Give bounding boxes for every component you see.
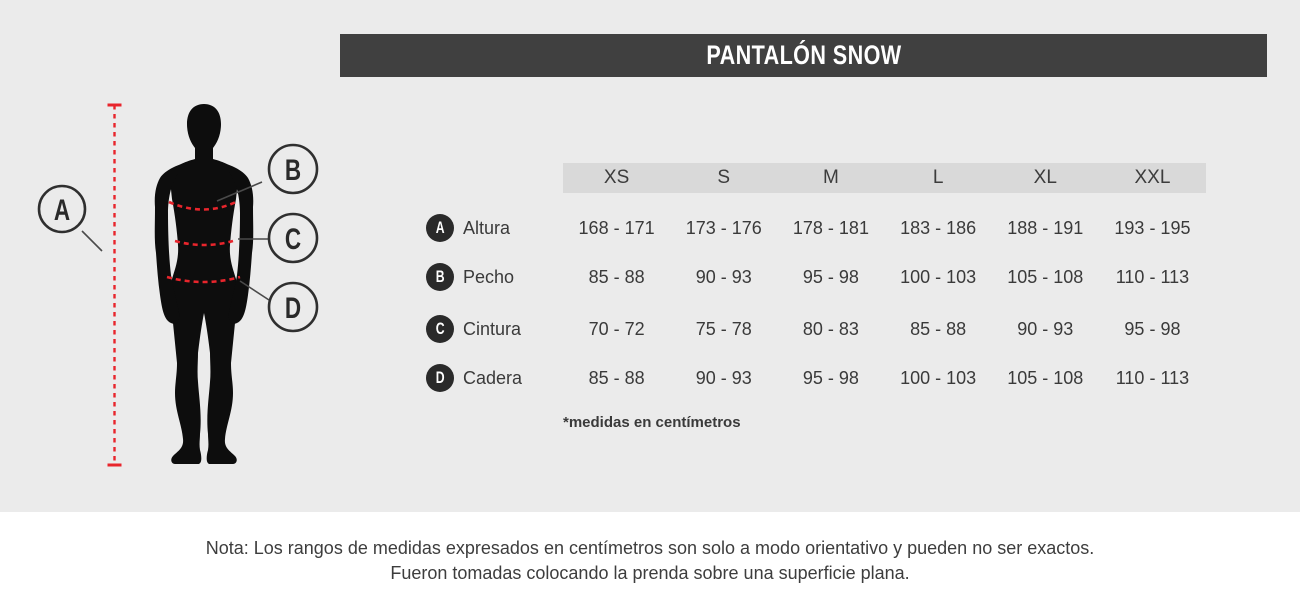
title-bar: PANTALÓN SNOW: [340, 34, 1267, 77]
size-value-cell: 90 - 93: [695, 267, 752, 287]
size-value-cell: 95 - 98: [802, 267, 859, 287]
row-header: B Pecho: [420, 262, 563, 292]
measure-label: Cadera: [463, 367, 523, 388]
size-value-cell: 105 - 108: [1007, 368, 1084, 388]
size-value-cell: 95 - 98: [1124, 319, 1181, 339]
callout-label-d: D: [285, 291, 301, 325]
measure-label: Altura: [463, 217, 511, 238]
human-silhouette: [154, 104, 254, 464]
size-value-cell: 110 - 113: [1115, 267, 1190, 287]
waist-measure-line: [174, 239, 234, 247]
callout-circle-b: [267, 143, 319, 195]
measure-badge-letter: A: [435, 218, 445, 237]
table-row: D Cadera 85 - 88 90 - 93 95 - 98 100 - 103 105…: [420, 363, 1206, 393]
callout-circle-d: [267, 281, 319, 333]
size-value-cell: 70 - 72: [588, 319, 645, 339]
measure-badge-d: D: [426, 364, 454, 392]
measure-badge-letter: B: [435, 267, 445, 286]
size-table: XS S M L XL XXL A Altura 168 - 171 173 - 176 178 …: [420, 163, 1210, 408]
size-value-cell: 193 - 195: [1114, 218, 1191, 238]
units-footnote: *medidas en centímetros: [563, 414, 741, 431]
size-value-cell: 173 - 176: [685, 218, 762, 238]
measure-label: Cintura: [463, 318, 522, 339]
hip-measure-line: [166, 275, 241, 284]
row-header: C Cintura: [420, 314, 563, 344]
size-value-cell: 183 - 186: [900, 218, 977, 238]
size-header-row: XS S M L XL XXL: [563, 163, 1206, 193]
row-header: D Cadera: [420, 363, 563, 393]
row-header: A Altura: [420, 213, 563, 243]
size-value-cell: 85 - 88: [910, 319, 967, 339]
bottom-note: Nota: Los rangos de medidas expresados e…: [0, 536, 1300, 586]
left-arm: [154, 160, 195, 324]
measure-badge-b: B: [426, 263, 454, 291]
size-value-cell: 168 - 171: [578, 218, 655, 238]
size-value-cell: 75 - 78: [695, 319, 752, 339]
size-value-cell: 178 - 181: [792, 218, 869, 238]
size-value-cell: 85 - 88: [588, 267, 645, 287]
size-value-cell: 100 - 103: [900, 267, 977, 287]
note-line-1: Nota: Los rangos de medidas expresados e…: [205, 538, 1095, 558]
note-line-2: Fueron tomadas colocando la prenda sobre…: [390, 563, 910, 583]
table-row: A Altura 168 - 171 173 - 176 178 - 181 183 - …: [420, 213, 1206, 243]
callout-circle-c: [267, 212, 319, 264]
size-value-cell: 105 - 108: [1007, 267, 1084, 287]
callout-label-b: B: [285, 153, 301, 187]
callout-circle-a: [37, 184, 87, 234]
measure-label: Pecho: [463, 266, 515, 287]
size-value-cell: 80 - 83: [802, 319, 859, 339]
size-col-header: M: [823, 167, 839, 188]
callout-line-b: [216, 181, 263, 202]
callout-label-c: C: [285, 222, 301, 256]
measurement-diagram: A B C D: [37, 103, 319, 467]
table-row: C Cintura 70 - 72 75 - 78 80 - 83 85 - 88 90 -…: [420, 314, 1206, 344]
measure-badge-a: A: [426, 214, 454, 242]
size-col-header: XXL: [1134, 167, 1171, 188]
size-value-cell: 85 - 88: [588, 368, 645, 388]
size-value-cell: 188 - 191: [1007, 218, 1084, 238]
size-value-cell: 100 - 103: [900, 368, 977, 388]
page-title: PANTALÓN SNOW: [705, 40, 902, 70]
measure-badge-letter: D: [435, 368, 445, 387]
size-col-header: XS: [603, 167, 630, 188]
size-value-cell: 90 - 93: [1017, 319, 1074, 339]
height-measure-line: [107, 103, 122, 467]
size-col-header: XL: [1033, 167, 1057, 188]
size-col-header: L: [932, 167, 944, 188]
measure-badge-c: C: [426, 315, 454, 343]
table-row: B Pecho 85 - 88 90 - 93 95 - 98 100 - 103 105 …: [420, 262, 1206, 292]
size-value-cell: 90 - 93: [695, 368, 752, 388]
measure-badge-letter: C: [435, 319, 445, 338]
callout-line-a: [81, 230, 103, 252]
callout-label-a: A: [54, 193, 70, 227]
size-col-header: S: [717, 167, 731, 188]
size-value-cell: 95 - 98: [802, 368, 859, 388]
callout-line-d: [239, 280, 270, 301]
size-value-cell: 110 - 113: [1115, 368, 1190, 388]
